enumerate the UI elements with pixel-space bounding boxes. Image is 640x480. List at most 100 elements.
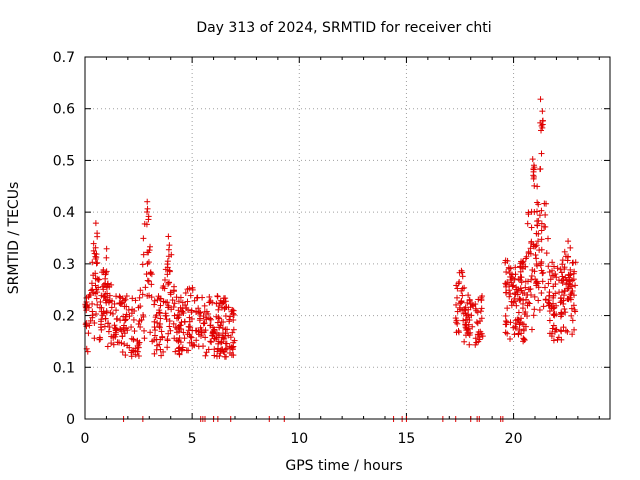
data-point xyxy=(183,305,190,312)
data-point xyxy=(105,328,112,335)
data-point xyxy=(525,248,532,255)
data-point xyxy=(110,341,117,348)
data-point xyxy=(166,268,173,275)
data-point xyxy=(218,319,225,326)
data-point xyxy=(101,323,108,330)
data-point xyxy=(525,299,532,306)
data-point xyxy=(88,280,95,287)
data-point xyxy=(506,265,513,272)
data-point xyxy=(554,336,561,343)
data-point xyxy=(538,220,545,227)
data-point xyxy=(568,305,575,312)
data-point xyxy=(560,300,567,307)
data-point xyxy=(117,294,124,301)
data-point xyxy=(514,316,521,323)
data-point xyxy=(506,293,513,300)
data-point xyxy=(457,306,464,313)
data-point xyxy=(97,298,104,305)
data-point xyxy=(215,340,222,347)
data-point xyxy=(465,292,472,299)
data-point xyxy=(477,328,484,335)
data-point xyxy=(462,310,469,317)
data-point xyxy=(530,172,537,179)
data-point xyxy=(146,247,153,254)
data-point xyxy=(136,318,143,325)
data-point xyxy=(230,310,237,317)
data-point xyxy=(546,317,553,324)
data-point xyxy=(108,281,115,288)
data-point xyxy=(158,352,165,359)
data-point xyxy=(465,306,472,313)
data-point xyxy=(106,324,113,331)
data-point xyxy=(158,328,165,335)
data-point xyxy=(519,290,526,297)
data-point xyxy=(102,315,109,322)
data-point xyxy=(94,259,101,266)
data-point xyxy=(533,242,540,249)
data-point xyxy=(128,353,135,360)
data-point xyxy=(217,347,224,354)
data-point xyxy=(522,323,529,330)
data-point xyxy=(463,322,470,329)
data-point xyxy=(547,276,554,283)
data-point xyxy=(93,286,100,293)
data-point xyxy=(111,322,118,329)
data-point xyxy=(203,316,210,323)
data-point xyxy=(217,322,224,329)
grid xyxy=(85,57,610,419)
data-point xyxy=(531,208,538,215)
data-point xyxy=(534,222,541,229)
x-axis-label: GPS time / hours xyxy=(285,458,402,474)
data-point xyxy=(565,238,572,245)
data-point xyxy=(559,279,566,286)
data-point xyxy=(227,334,234,341)
data-point xyxy=(543,200,550,207)
data-point xyxy=(92,270,99,277)
data-point xyxy=(534,199,541,206)
data-point xyxy=(537,96,544,103)
data-point xyxy=(226,318,233,325)
data-point xyxy=(141,335,148,342)
data-point xyxy=(120,313,127,320)
data-point xyxy=(165,304,172,311)
data-point xyxy=(550,294,557,301)
data-point xyxy=(215,303,222,310)
data-point xyxy=(511,295,518,302)
data-point xyxy=(550,322,557,329)
data-point xyxy=(114,339,121,346)
data-point xyxy=(147,329,154,336)
data-point xyxy=(502,257,509,264)
data-point xyxy=(165,330,172,337)
data-point xyxy=(199,294,206,301)
data-point xyxy=(215,314,222,321)
data-point xyxy=(157,315,164,322)
data-point xyxy=(186,318,193,325)
data-point xyxy=(520,260,527,267)
data-point xyxy=(148,294,155,301)
data-point xyxy=(548,305,555,312)
data-point xyxy=(92,282,99,289)
data-point xyxy=(176,312,183,319)
data-point xyxy=(517,315,524,322)
data-point xyxy=(144,205,151,212)
data-point xyxy=(212,336,219,343)
data-point xyxy=(510,282,517,289)
data-point xyxy=(502,289,509,296)
data-point xyxy=(193,327,200,334)
data-point xyxy=(562,309,569,316)
data-point xyxy=(135,321,142,328)
data-point xyxy=(169,297,176,304)
y-tick-label: 0.1 xyxy=(53,360,75,376)
data-point xyxy=(83,323,90,330)
data-point xyxy=(189,286,196,293)
data-point xyxy=(539,278,546,285)
data-point xyxy=(102,271,109,278)
data-point xyxy=(502,312,509,319)
chart-title: Day 313 of 2024, SRMTID for receiver cht… xyxy=(196,20,491,36)
data-point xyxy=(157,336,164,343)
data-point xyxy=(516,326,523,333)
data-point xyxy=(543,250,550,257)
data-point xyxy=(536,247,543,254)
data-point xyxy=(459,292,466,299)
data-point xyxy=(206,293,213,300)
